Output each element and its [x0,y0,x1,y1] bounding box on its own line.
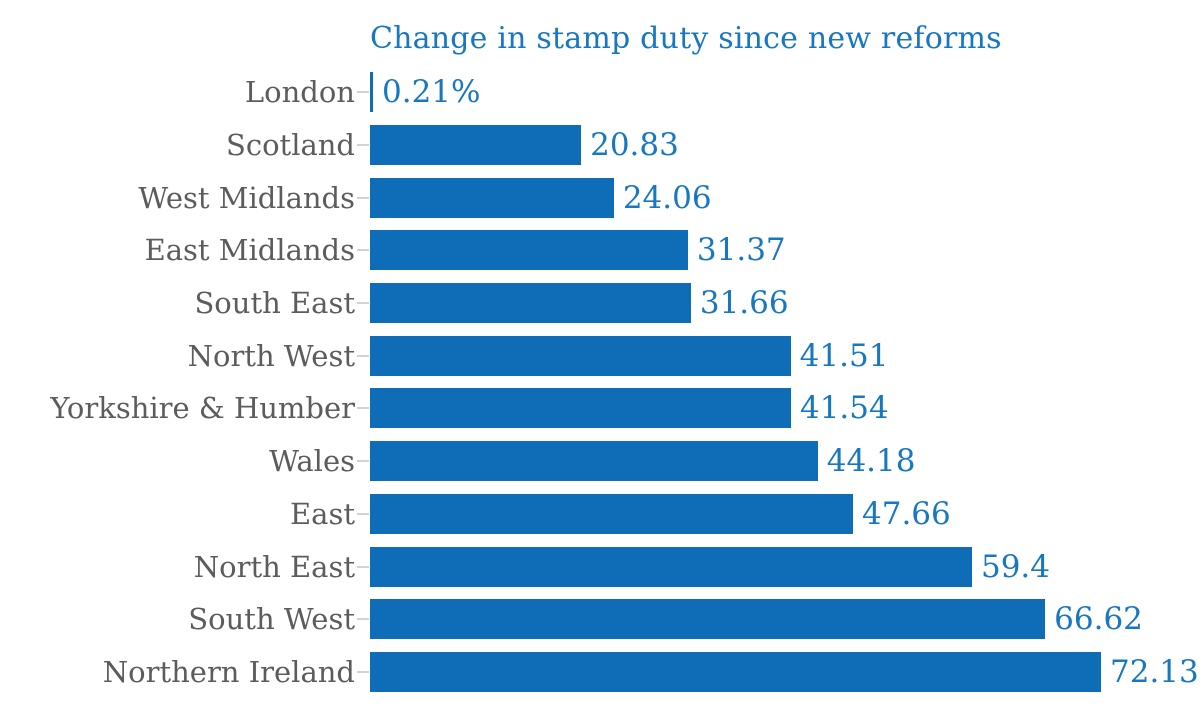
bar [370,125,582,166]
bar-area: 47.66 [370,488,1200,541]
bar-area: 20.83 [370,119,1200,172]
bar-area: 41.51 [370,329,1200,382]
value-label: 20.83 [590,127,679,164]
value-label: 44.18 [826,443,916,480]
axis-tick [357,512,369,515]
category-label: North West [187,338,355,373]
bar [370,493,853,534]
value-label: 41.51 [799,337,889,374]
bar-area: 0.21% [370,66,1200,119]
bar-area: 72.13 [370,646,1200,699]
category-label: Northern Ireland [102,654,355,689]
chart-row: East 47.66 [0,488,1200,541]
axis-tick [357,196,369,199]
value-label: 47.66 [862,495,951,532]
value-label: 31.66 [699,285,789,322]
bar [370,335,791,376]
category-label: Scotland [225,128,355,163]
category-label: East Midlands [144,233,355,268]
axis-tick [357,144,369,147]
chart-row: North West 41.51 [0,329,1200,382]
bar-area: 24.06 [370,171,1200,224]
axis-tick [357,407,369,410]
chart-row: North East 59.4 [0,540,1200,593]
chart-row: London 0.21% [0,66,1200,119]
bar [370,651,1101,692]
value-label: 0.21% [382,74,481,111]
axis-tick [357,670,369,673]
bar-area: 41.54 [370,382,1200,435]
bar-area: 66.62 [370,593,1200,646]
chart-row: Yorkshire & Humber 41.54 [0,382,1200,435]
bar-area: 59.4 [370,540,1200,593]
value-label: 59.4 [980,548,1051,585]
bar [370,230,688,271]
bar [370,72,373,113]
bar [370,177,614,218]
value-label: 41.54 [799,390,889,427]
category-label: East [290,496,355,531]
axis-tick [357,565,369,568]
category-label: Yorkshire & Humber [50,391,355,426]
value-label: 24.06 [622,179,712,216]
axis-tick [357,249,369,252]
chart-rows: London 0.21% Scotland 20.83 West Midland… [0,66,1200,698]
chart-row: Northern Ireland 72.13 [0,646,1200,699]
chart-row: West Midlands 24.06 [0,171,1200,224]
value-label: 72.13 [1110,653,1199,690]
axis-tick [357,618,369,621]
bar [370,599,1046,640]
bar-area: 31.37 [370,224,1200,277]
bar [370,283,691,324]
chart-row: Wales 44.18 [0,435,1200,488]
value-label: 66.62 [1054,601,1143,638]
bar [370,441,818,482]
axis-tick [357,91,369,94]
category-label: Wales [269,444,355,479]
bar-area: 31.66 [370,277,1200,330]
category-label: North East [193,549,355,584]
category-label: West Midlands [138,180,355,215]
chart-row: East Midlands 31.37 [0,224,1200,277]
chart-row: South East 31.66 [0,277,1200,330]
value-label: 31.37 [696,232,786,269]
axis-tick [357,460,369,463]
chart-row: South West 66.62 [0,593,1200,646]
bar-area: 44.18 [370,435,1200,488]
axis-tick [357,302,369,305]
category-label: South East [194,286,355,321]
bar [370,388,791,429]
category-label: South West [188,602,355,637]
bar [370,546,972,587]
axis-tick [357,354,369,357]
category-label: London [244,75,355,110]
chart-row: Scotland 20.83 [0,119,1200,172]
chart-title: Change in stamp duty since new reforms [370,21,1002,56]
